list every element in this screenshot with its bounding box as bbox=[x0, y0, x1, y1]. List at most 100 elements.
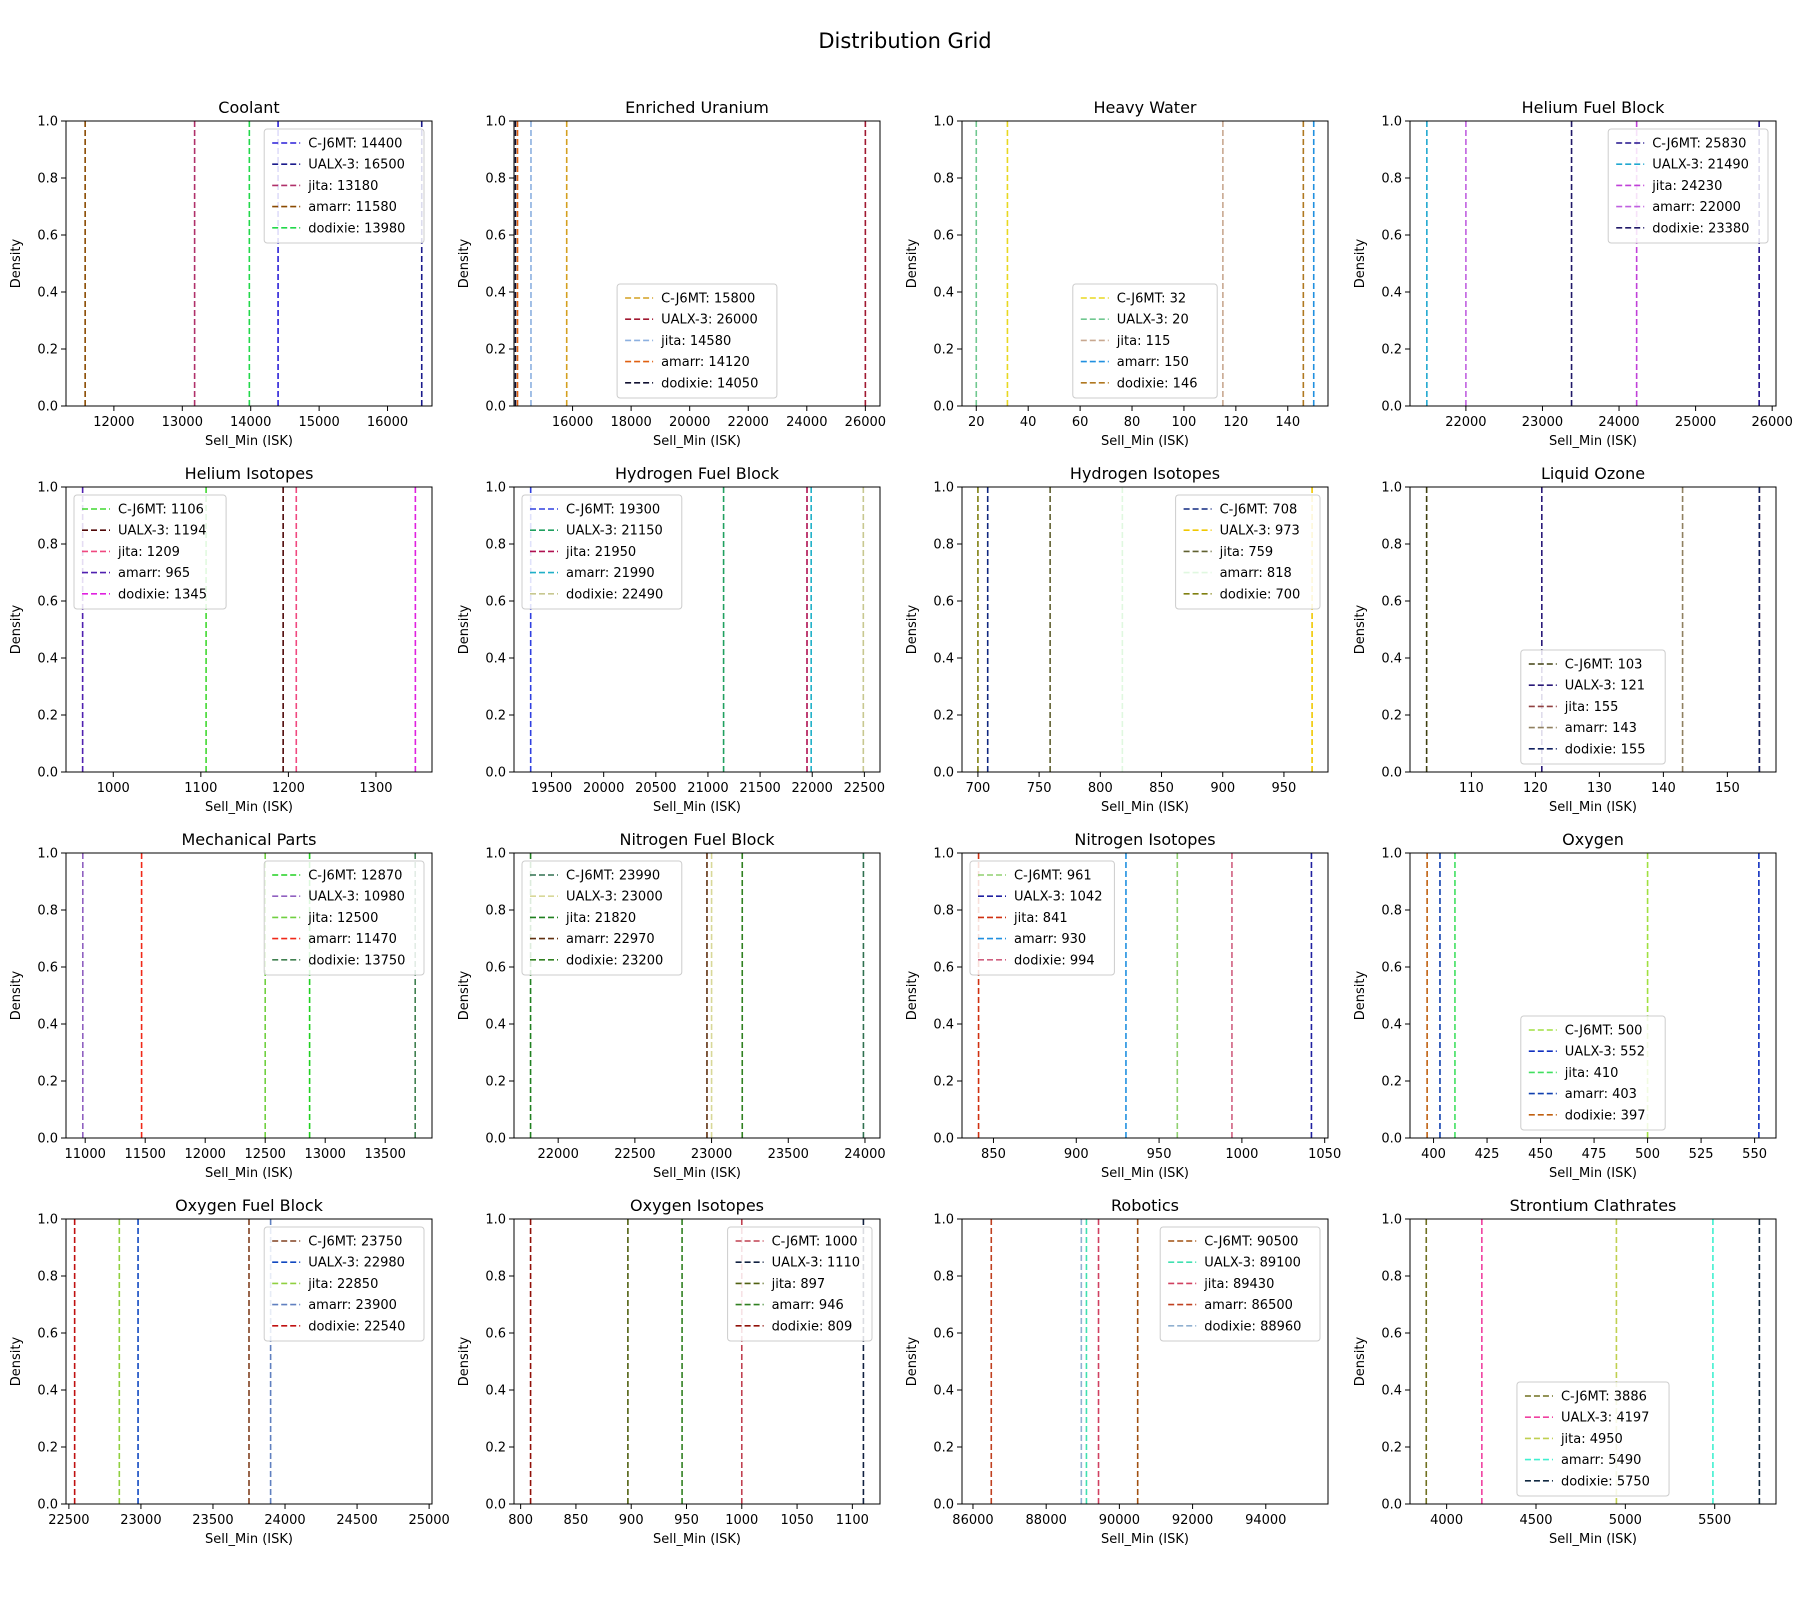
subplot-grid: Coolant 0.0 0.2 0.4 0.6 0.8 1.0 12000 13000 14000… bbox=[9, 98, 1793, 1547]
y-tick-label: 0.0 bbox=[1381, 400, 1402, 415]
y-tick-label: 0.6 bbox=[37, 1327, 58, 1342]
y-tick-label: 0.0 bbox=[37, 1498, 58, 1513]
x-tick-label: 750 bbox=[1027, 781, 1052, 796]
x-tick-label: 92000 bbox=[1172, 1513, 1213, 1528]
legend-label: dodixie: 700 bbox=[1220, 587, 1301, 602]
legend: C-J6MT: 1106 UALX-3: 1194 jita: 1209 amarr:… bbox=[73, 494, 227, 610]
x-axis-label: Sell_Min (ISK) bbox=[205, 434, 293, 449]
x-tick-label: 24000 bbox=[1598, 415, 1639, 430]
plot-frame bbox=[961, 852, 1329, 1139]
y-tick-label: 0.4 bbox=[485, 1018, 506, 1033]
y-tick-label: 0.4 bbox=[37, 652, 58, 667]
x-axis-label: Sell_Min (ISK) bbox=[1549, 800, 1637, 815]
legend-label: jita: 155 bbox=[1564, 700, 1619, 715]
x-tick-label: 100 bbox=[1172, 415, 1197, 430]
x-tick-label: 400 bbox=[1421, 1147, 1446, 1162]
subplot-title: Coolant bbox=[218, 98, 279, 117]
legend: C-J6MT: 23750 UALX-3: 22980 jita: 22850 ama… bbox=[263, 1226, 425, 1342]
legend: C-J6MT: 14400 UALX-3: 16500 jita: 13180 ama… bbox=[263, 128, 425, 244]
legend: C-J6MT: 23990 UALX-3: 23000 jita: 21820 ama… bbox=[521, 860, 683, 976]
y-tick-label: 0.6 bbox=[485, 595, 506, 610]
y-tick-label: 0.6 bbox=[1381, 229, 1402, 244]
x-tick-label: 20000 bbox=[583, 781, 624, 796]
x-axis-label: Sell_Min (ISK) bbox=[205, 800, 293, 815]
legend-label: dodixie: 14050 bbox=[661, 376, 758, 391]
legend-label: amarr: 21990 bbox=[566, 566, 655, 581]
legend-label: C-J6MT: 90500 bbox=[1204, 1235, 1298, 1250]
x-axis-label: Sell_Min (ISK) bbox=[653, 434, 741, 449]
legend-label: dodixie: 5750 bbox=[1561, 1474, 1650, 1489]
subplot-15: Robotics 0.0 0.2 0.4 0.6 0.8 1.0 86000 88000 9000… bbox=[905, 1196, 1329, 1547]
legend-label: UALX-3: 4197 bbox=[1561, 1411, 1649, 1426]
y-tick-label: 0.0 bbox=[933, 400, 954, 415]
legend-box bbox=[616, 283, 778, 399]
y-tick-label: 0.0 bbox=[485, 1132, 506, 1147]
x-tick-label: 24000 bbox=[264, 1513, 305, 1528]
legend-label: dodixie: 809 bbox=[772, 1319, 853, 1334]
plot-frame bbox=[513, 486, 881, 773]
x-axis-label: Sell_Min (ISK) bbox=[1101, 1532, 1189, 1547]
x-tick-label: 23000 bbox=[120, 1513, 161, 1528]
y-tick-label: 1.0 bbox=[933, 1213, 954, 1228]
y-tick-label: 0.4 bbox=[37, 286, 58, 301]
subplot-2: Enriched Uranium 0.0 0.2 0.4 0.6 0.8 1.0 16000 1… bbox=[457, 98, 886, 449]
y-tick-label: 0.6 bbox=[933, 961, 954, 976]
legend-box bbox=[1175, 494, 1321, 610]
x-tick-label: 850 bbox=[981, 1147, 1006, 1162]
y-axis-label: Density bbox=[905, 238, 920, 288]
x-tick-label: 22000 bbox=[792, 781, 833, 796]
legend-label: UALX-3: 16500 bbox=[308, 158, 405, 173]
legend-label: dodixie: 146 bbox=[1117, 376, 1198, 391]
subplot-title: Liquid Ozone bbox=[1541, 464, 1645, 483]
legend-label: jita: 1209 bbox=[117, 545, 180, 560]
x-tick-label: 4500 bbox=[1519, 1513, 1552, 1528]
legend-label: C-J6MT: 19300 bbox=[566, 503, 660, 518]
plot-frame bbox=[961, 1218, 1329, 1505]
x-tick-label: 550 bbox=[1742, 1147, 1767, 1162]
y-tick-label: 0.6 bbox=[485, 961, 506, 976]
x-axis-label: Sell_Min (ISK) bbox=[1101, 800, 1189, 815]
x-tick-label: 1200 bbox=[272, 781, 305, 796]
y-tick-label: 1.0 bbox=[1381, 1213, 1402, 1228]
x-tick-label: 950 bbox=[674, 1513, 699, 1528]
y-tick-label: 1.0 bbox=[37, 847, 58, 862]
plot-frame bbox=[65, 486, 433, 773]
x-tick-label: 1000 bbox=[725, 1513, 758, 1528]
x-tick-label: 5000 bbox=[1609, 1513, 1642, 1528]
y-axis-label: Density bbox=[9, 1336, 24, 1386]
x-tick-label: 22500 bbox=[614, 1147, 655, 1162]
subplot-title: Helium Isotopes bbox=[185, 464, 314, 483]
y-tick-label: 0.8 bbox=[933, 904, 954, 919]
y-tick-label: 0.2 bbox=[37, 1441, 58, 1456]
y-tick-label: 0.6 bbox=[37, 961, 58, 976]
x-tick-label: 23000 bbox=[691, 1147, 732, 1162]
x-axis-label: Sell_Min (ISK) bbox=[1101, 1166, 1189, 1181]
x-tick-label: 22000 bbox=[728, 415, 769, 430]
x-tick-label: 900 bbox=[1210, 781, 1235, 796]
y-tick-label: 1.0 bbox=[37, 481, 58, 496]
x-tick-label: 110 bbox=[1459, 781, 1484, 796]
legend-label: jita: 410 bbox=[1564, 1066, 1619, 1081]
legend-label: dodixie: 23200 bbox=[566, 953, 663, 968]
x-axis-label: Sell_Min (ISK) bbox=[1549, 1166, 1637, 1181]
y-tick-label: 0.4 bbox=[485, 286, 506, 301]
y-tick-label: 0.6 bbox=[933, 1327, 954, 1342]
legend-label: UALX-3: 552 bbox=[1565, 1045, 1645, 1060]
legend-label: amarr: 143 bbox=[1565, 721, 1637, 736]
subplot-title: Strontium Clathrates bbox=[1510, 1196, 1677, 1215]
y-tick-label: 0.4 bbox=[933, 1018, 954, 1033]
y-tick-label: 0.8 bbox=[933, 172, 954, 187]
y-tick-label: 0.4 bbox=[933, 1384, 954, 1399]
legend-box bbox=[263, 128, 425, 244]
subplot-title: Heavy Water bbox=[1094, 98, 1197, 117]
legend-box bbox=[969, 860, 1115, 976]
legend-label: UALX-3: 973 bbox=[1220, 524, 1300, 539]
legend-label: jita: 897 bbox=[771, 1277, 826, 1292]
subplot-title: Helium Fuel Block bbox=[1522, 98, 1665, 117]
y-tick-label: 0.4 bbox=[1381, 1384, 1402, 1399]
y-tick-label: 0.2 bbox=[1381, 1075, 1402, 1090]
x-axis-label: Sell_Min (ISK) bbox=[1549, 1532, 1637, 1547]
x-tick-label: 12000 bbox=[185, 1147, 226, 1162]
legend-label: dodixie: 155 bbox=[1565, 742, 1646, 757]
x-tick-label: 900 bbox=[619, 1513, 644, 1528]
